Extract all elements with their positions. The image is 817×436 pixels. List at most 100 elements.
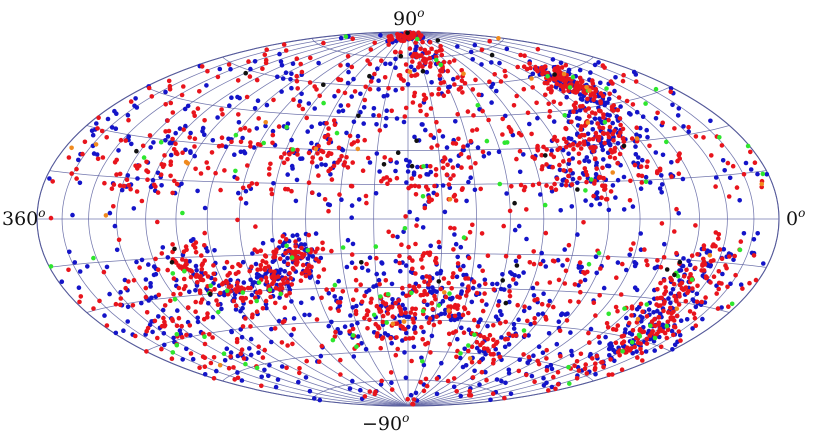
- object-point-red: [287, 151, 292, 157]
- object-point-red: [578, 146, 584, 151]
- object-point-red: [144, 349, 149, 354]
- object-point-red: [155, 335, 160, 341]
- object-point-red: [693, 323, 699, 329]
- object-point-red: [465, 109, 471, 114]
- object-point-red: [438, 286, 444, 292]
- object-point-red: [618, 122, 623, 128]
- object-point-red: [420, 39, 425, 45]
- object-point-red: [632, 344, 637, 350]
- object-point-blue: [403, 375, 409, 381]
- object-point-red: [699, 299, 704, 305]
- object-point-red: [422, 288, 427, 294]
- object-point-red: [644, 258, 649, 264]
- object-point-blue: [634, 109, 640, 115]
- object-point-red: [577, 75, 583, 81]
- object-point-red: [354, 287, 359, 293]
- object-point-red: [639, 350, 645, 356]
- object-point-red: [308, 55, 313, 61]
- object-point-red: [550, 164, 555, 170]
- object-point-red: [268, 268, 273, 274]
- object-point-red: [500, 132, 505, 137]
- object-point-blue: [528, 321, 533, 327]
- object-point-green: [256, 280, 262, 285]
- object-point-blue: [496, 299, 502, 304]
- object-point-blue: [606, 96, 612, 102]
- object-point-red: [734, 185, 740, 190]
- object-point-red: [631, 241, 636, 246]
- object-point-red: [422, 47, 428, 53]
- object-point-red: [554, 81, 560, 87]
- object-point-red: [567, 299, 573, 304]
- object-point-red: [584, 179, 589, 185]
- object-point-red: [604, 196, 610, 202]
- object-point-blue: [577, 116, 582, 121]
- object-point-red: [315, 151, 320, 156]
- object-point-red: [350, 326, 356, 332]
- object-point-red: [566, 173, 571, 179]
- object-point-blue: [453, 241, 459, 247]
- object-point-blue: [559, 311, 565, 317]
- object-point-red: [559, 84, 564, 89]
- object-point-blue: [513, 281, 519, 286]
- object-point-red: [383, 278, 389, 283]
- object-point-red: [748, 149, 753, 155]
- object-point-blue: [240, 135, 245, 141]
- object-point-blue: [377, 169, 382, 174]
- object-point-blue: [593, 254, 599, 259]
- object-point-red: [527, 260, 533, 265]
- object-point-blue: [610, 183, 616, 188]
- object-point-red: [445, 162, 450, 168]
- object-point-blue: [384, 115, 389, 121]
- object-point-red: [548, 89, 554, 95]
- object-point-red: [362, 394, 368, 399]
- object-point-green: [233, 132, 239, 138]
- object-point-red: [610, 131, 615, 137]
- object-point-red: [184, 247, 189, 252]
- object-point-black: [398, 53, 404, 59]
- object-point-red: [181, 84, 186, 89]
- object-point-blue: [547, 298, 552, 304]
- object-point-red: [585, 96, 590, 102]
- object-point-orange: [461, 71, 466, 76]
- object-point-blue: [273, 384, 279, 390]
- object-point-red: [260, 66, 265, 71]
- object-point-red: [490, 361, 496, 366]
- object-point-red: [100, 155, 106, 160]
- object-point-blue: [638, 247, 644, 252]
- object-point-red: [491, 287, 497, 292]
- object-point-blue: [383, 123, 388, 129]
- object-point-red: [294, 258, 300, 263]
- object-point-red: [202, 364, 208, 370]
- object-point-red: [642, 247, 647, 252]
- object-point-red: [676, 302, 682, 307]
- object-point-blue: [644, 127, 649, 133]
- object-point-red: [238, 351, 244, 357]
- object-point-blue: [630, 204, 636, 209]
- object-point-blue: [289, 299, 294, 304]
- object-point-red: [322, 134, 328, 140]
- object-point-blue: [530, 285, 536, 291]
- object-point-blue: [466, 327, 472, 333]
- object-point-blue: [376, 78, 381, 83]
- object-point-blue: [240, 259, 246, 265]
- object-point-red: [336, 308, 342, 314]
- object-point-red: [411, 397, 417, 402]
- object-point-blue: [458, 355, 463, 361]
- object-point-red: [394, 335, 399, 340]
- object-point-green: [267, 287, 273, 293]
- object-point-red: [410, 335, 416, 341]
- object-point-red: [319, 148, 324, 154]
- object-point-blue: [549, 384, 555, 390]
- object-point-red: [656, 322, 661, 327]
- object-point-red: [635, 355, 640, 360]
- object-point-red: [282, 305, 288, 311]
- object-point-red: [436, 91, 441, 97]
- object-point-blue: [738, 282, 744, 288]
- object-point-green: [202, 334, 207, 340]
- object-point-red: [507, 293, 513, 299]
- object-point-red: [205, 311, 210, 316]
- object-point-red: [629, 136, 635, 141]
- object-point-blue: [676, 106, 682, 111]
- object-point-blue: [530, 71, 536, 77]
- object-point-red: [578, 351, 584, 357]
